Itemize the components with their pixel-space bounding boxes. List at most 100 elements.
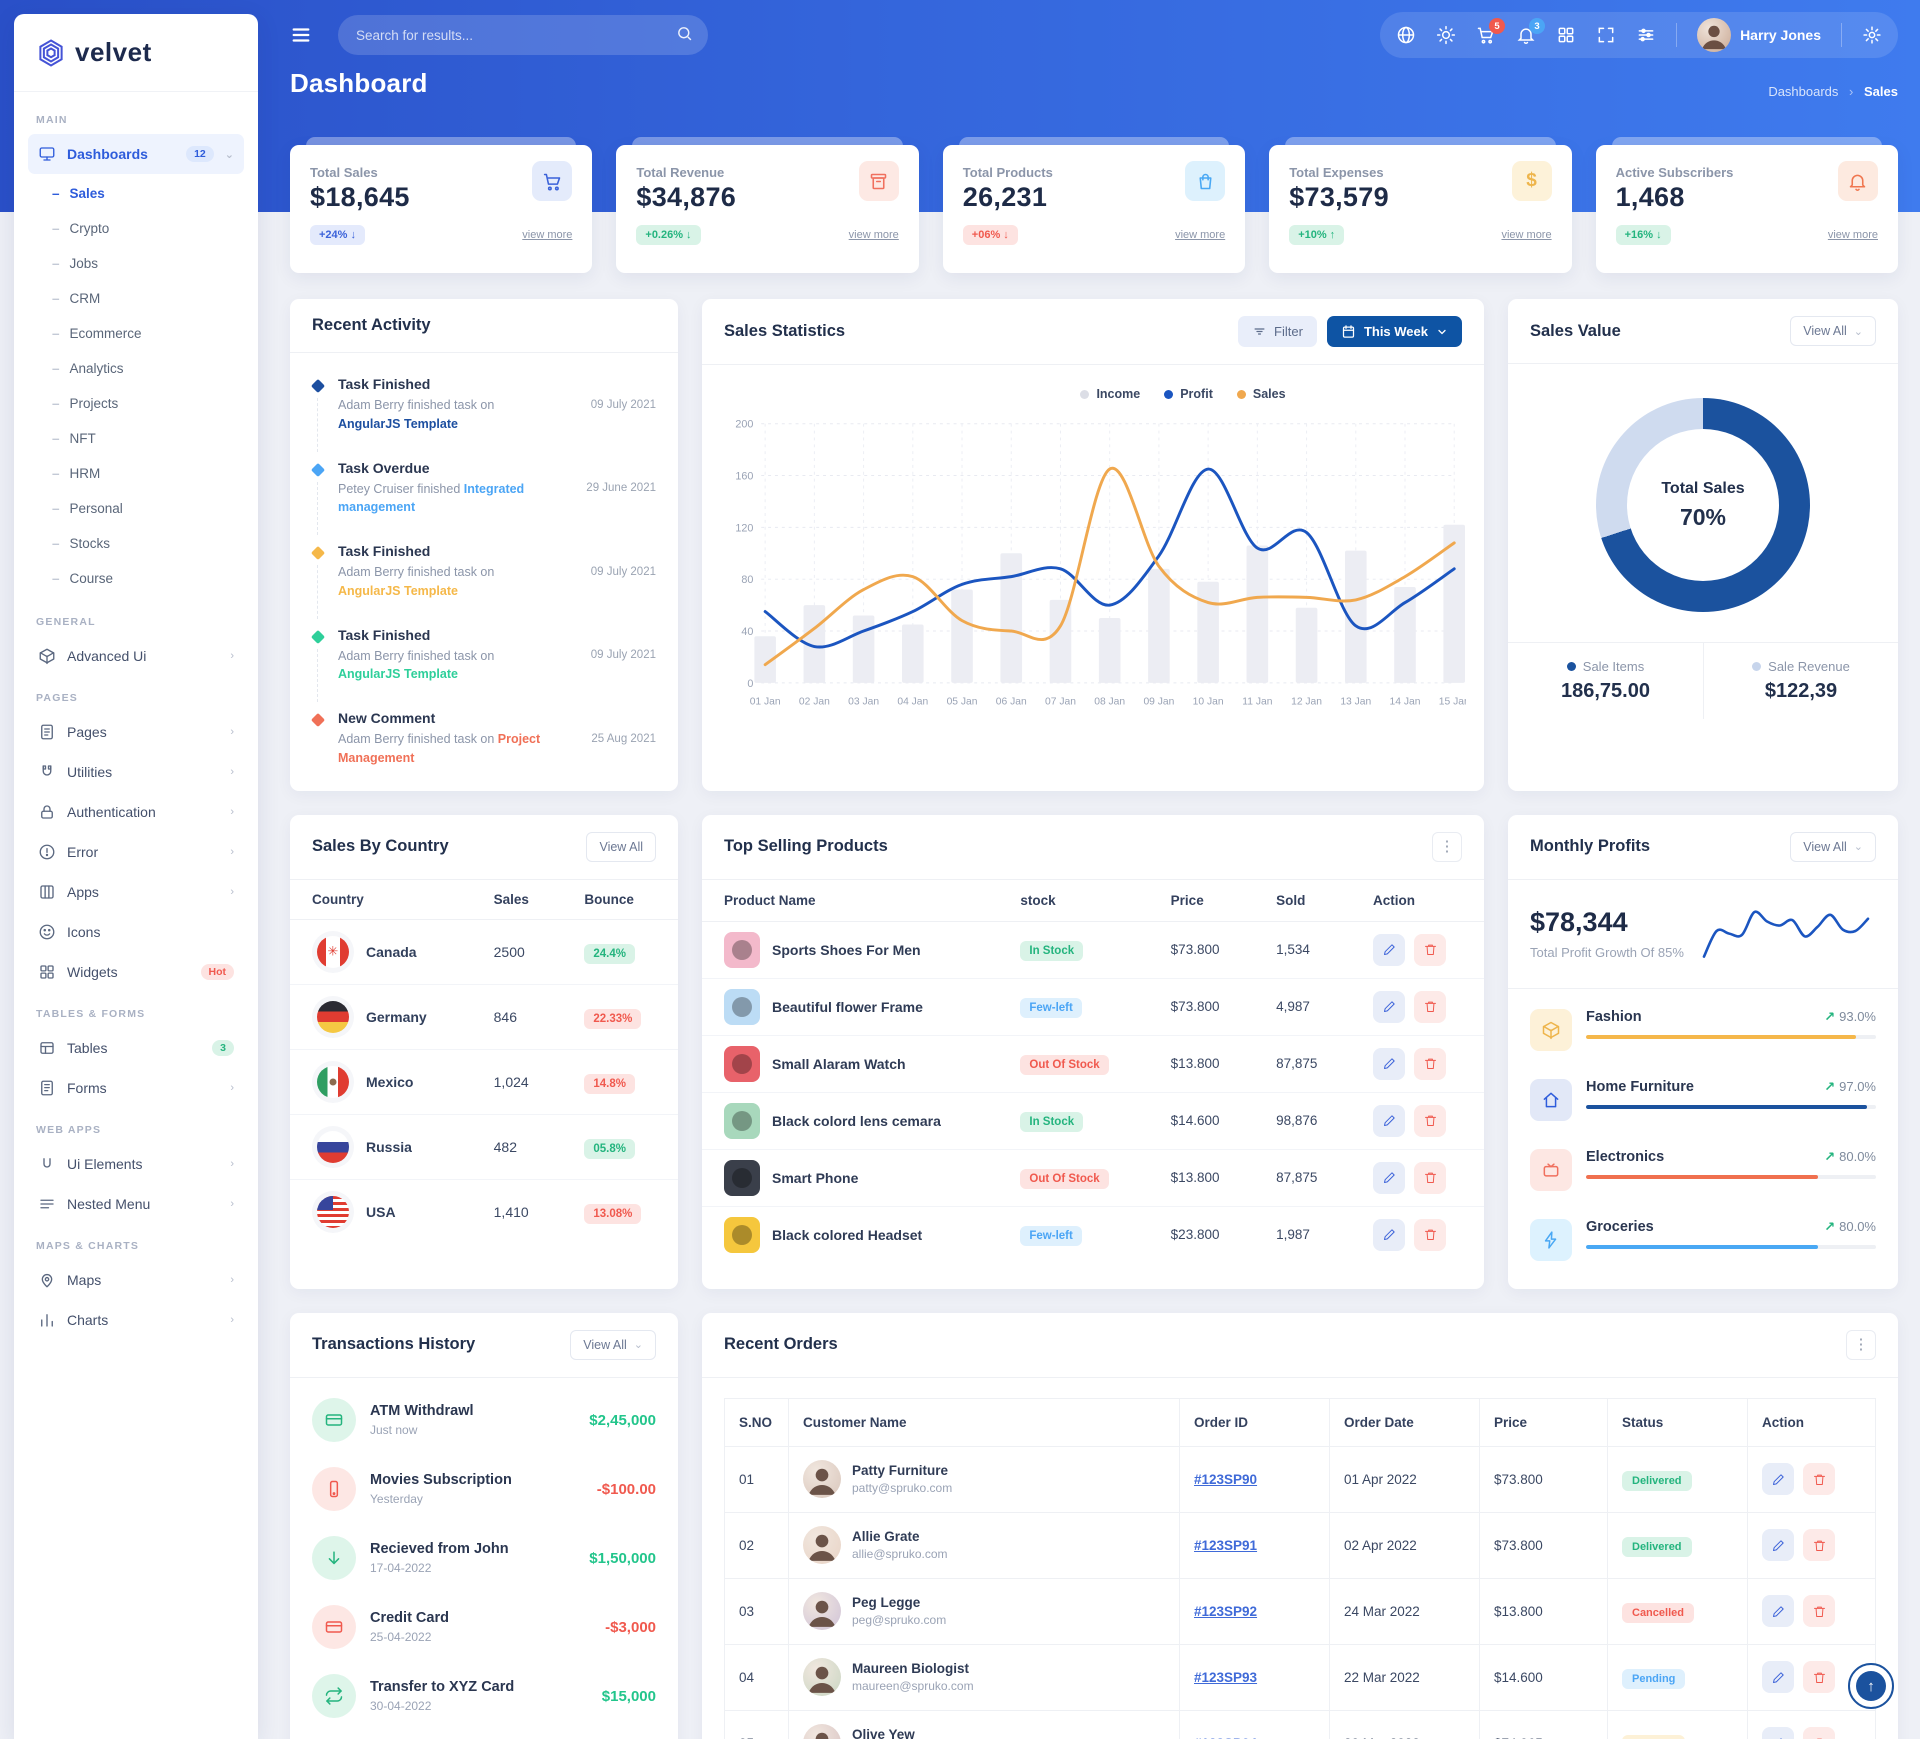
activity-link[interactable]: AngularJS Template bbox=[338, 416, 458, 431]
view-more-link[interactable]: view more bbox=[1827, 229, 1878, 241]
language-globe-icon[interactable] bbox=[1396, 25, 1416, 45]
sidebar: velvet MAIN Dashboards 12 ⌄ – Sales – Crypto – Jo… bbox=[14, 14, 258, 1739]
delete-button[interactable] bbox=[1803, 1595, 1835, 1627]
edit-button[interactable] bbox=[1373, 990, 1406, 1023]
sidebar-item-icons[interactable]: Icons bbox=[28, 912, 244, 952]
user-menu[interactable]: Harry Jones bbox=[1697, 18, 1821, 52]
view-more-link[interactable]: view more bbox=[1501, 229, 1552, 241]
edit-button[interactable] bbox=[1762, 1661, 1794, 1693]
delete-button[interactable] bbox=[1414, 1047, 1447, 1080]
edit-button[interactable] bbox=[1373, 933, 1406, 966]
menu-toggle-button[interactable] bbox=[290, 18, 324, 52]
view-all-button[interactable]: View All ⌄ bbox=[1790, 316, 1876, 346]
delete-button[interactable] bbox=[1803, 1463, 1835, 1495]
sidebar-subitem-personal[interactable]: – Personal bbox=[42, 491, 244, 526]
order-id-link[interactable]: #123SP91 bbox=[1194, 1537, 1258, 1553]
delete-button[interactable] bbox=[1414, 1104, 1447, 1137]
edit-button[interactable] bbox=[1762, 1595, 1794, 1627]
theme-sun-icon[interactable] bbox=[1436, 25, 1456, 45]
sidebar-item-label: Charts bbox=[67, 1312, 109, 1328]
delete-button[interactable] bbox=[1414, 1218, 1447, 1251]
product-image bbox=[724, 1045, 760, 1082]
activity-link[interactable]: Project Management bbox=[338, 732, 541, 765]
apps-grid-icon[interactable] bbox=[1556, 25, 1576, 45]
sidebar-subitem-crypto[interactable]: – Crypto bbox=[42, 211, 244, 246]
order-id-link[interactable]: #123SP90 bbox=[1194, 1471, 1258, 1487]
breadcrumb-parent[interactable]: Dashboards bbox=[1768, 84, 1839, 99]
sidebar-item-widgets[interactable]: Widgets Hot bbox=[28, 952, 244, 992]
sidebar-item-error[interactable]: Error › bbox=[28, 832, 244, 872]
delete-button[interactable] bbox=[1803, 1727, 1835, 1739]
delete-button[interactable] bbox=[1803, 1529, 1835, 1561]
gear-icon[interactable] bbox=[1862, 25, 1882, 45]
activity-link[interactable]: Integrated management bbox=[338, 481, 525, 515]
kebab-menu-button[interactable]: ⋮ bbox=[1432, 831, 1462, 862]
delete-button[interactable] bbox=[1414, 990, 1447, 1023]
table-row: Smart Phone Out Of Stock $13.800 87,875 bbox=[702, 1149, 1484, 1207]
sidebar-item-apps[interactable]: Apps › bbox=[28, 872, 244, 912]
order-id-link[interactable]: #123SP93 bbox=[1194, 1669, 1258, 1685]
sidebar-subitem-nft[interactable]: – NFT bbox=[42, 421, 244, 456]
edit-button[interactable] bbox=[1373, 1161, 1406, 1194]
cart-icon[interactable]: 5 bbox=[1476, 18, 1506, 45]
filter-button[interactable]: Filter bbox=[1238, 316, 1317, 347]
sidebar-subitem-ecommerce[interactable]: – Ecommerce bbox=[42, 316, 244, 351]
stock-badge: Out Of Stock bbox=[1020, 1169, 1109, 1189]
sidebar-subitem-projects[interactable]: – Projects bbox=[42, 386, 244, 421]
scroll-top-button[interactable]: ↑ bbox=[1848, 1663, 1894, 1709]
edit-button[interactable] bbox=[1373, 1104, 1406, 1137]
settings-sliders-icon[interactable] bbox=[1636, 25, 1656, 45]
date-range-button[interactable]: This Week bbox=[1326, 316, 1462, 347]
notifications-bell-icon[interactable]: 3 bbox=[1516, 18, 1546, 45]
view-more-link[interactable]: view more bbox=[522, 229, 573, 241]
sidebar-item-maps[interactable]: Maps › bbox=[28, 1260, 244, 1300]
sidebar-item-utilities[interactable]: Utilities › bbox=[28, 752, 244, 792]
fullscreen-icon[interactable] bbox=[1596, 25, 1616, 45]
edit-button[interactable] bbox=[1762, 1529, 1794, 1561]
activity-link[interactable]: AngularJS Template bbox=[338, 583, 458, 598]
transaction-amount: -$3,000 bbox=[605, 1618, 656, 1636]
sidebar-subitem-sales[interactable]: – Sales bbox=[42, 176, 244, 211]
activity-link[interactable]: AngularJS Template bbox=[338, 667, 458, 682]
sidebar-item-forms[interactable]: Forms › bbox=[28, 1068, 244, 1108]
view-all-button[interactable]: View All ⌄ bbox=[570, 1329, 656, 1360]
sidebar-item-pages[interactable]: Pages › bbox=[28, 712, 244, 752]
sidebar-item-authentication[interactable]: Authentication › bbox=[28, 792, 244, 832]
view-all-button[interactable]: View All bbox=[586, 831, 656, 862]
top-selling-products-card: Top Selling Products ⋮ Product Name stock… bbox=[702, 814, 1484, 1289]
sidebar-item-tables[interactable]: Tables 3 bbox=[28, 1028, 244, 1068]
edit-button[interactable] bbox=[1762, 1727, 1794, 1739]
sidebar-item-ui-elements[interactable]: Ui Elements › bbox=[28, 1144, 244, 1184]
delete-button[interactable] bbox=[1414, 933, 1447, 966]
delete-button[interactable] bbox=[1414, 1161, 1447, 1194]
progress-track bbox=[1586, 1104, 1876, 1109]
order-id-link[interactable]: #123SP94 bbox=[1194, 1736, 1257, 1739]
edit-button[interactable] bbox=[1373, 1047, 1406, 1080]
kebab-menu-button[interactable]: ⋮ bbox=[1846, 1329, 1876, 1360]
order-id-link[interactable]: #123SP92 bbox=[1194, 1603, 1258, 1619]
view-more-link[interactable]: view more bbox=[848, 229, 899, 241]
sidebar-subitem-hrm[interactable]: – HRM bbox=[42, 456, 244, 491]
view-all-button[interactable]: View All ⌄ bbox=[1790, 831, 1876, 862]
order-date: 02 Apr 2022 bbox=[1329, 1511, 1480, 1579]
sidebar-subitem-crm[interactable]: – CRM bbox=[42, 281, 244, 316]
sidebar-subitem-course[interactable]: – Course bbox=[42, 561, 244, 596]
sidebar-item-charts[interactable]: Charts › bbox=[28, 1300, 244, 1340]
app-logo[interactable]: velvet bbox=[14, 14, 258, 92]
sidebar-item-nested-menu[interactable]: Nested Menu › bbox=[28, 1184, 244, 1224]
search-icon[interactable] bbox=[676, 25, 693, 42]
delete-button[interactable] bbox=[1803, 1661, 1835, 1693]
view-more-link[interactable]: view more bbox=[1175, 229, 1226, 241]
sidebar-subitem-stocks[interactable]: – Stocks bbox=[42, 526, 244, 561]
sidebar-item-label: Icons bbox=[67, 924, 101, 940]
sidebar-subitem-jobs[interactable]: – Jobs bbox=[42, 246, 244, 281]
sidebar-subitem-analytics[interactable]: – Analytics bbox=[42, 351, 244, 386]
search-input[interactable] bbox=[338, 15, 708, 55]
donut-percent: 70% bbox=[1679, 503, 1727, 530]
sidebar-item-dashboards[interactable]: Dashboards 12 ⌄ bbox=[28, 134, 244, 174]
order-price: $13.800 bbox=[1479, 1577, 1608, 1645]
table-row: Beautiful flower Frame Few-left $73.800 4,9… bbox=[702, 978, 1484, 1036]
sidebar-item-advanced-ui[interactable]: Advanced Ui › bbox=[28, 636, 244, 676]
edit-button[interactable] bbox=[1373, 1218, 1406, 1251]
edit-button[interactable] bbox=[1762, 1463, 1794, 1495]
